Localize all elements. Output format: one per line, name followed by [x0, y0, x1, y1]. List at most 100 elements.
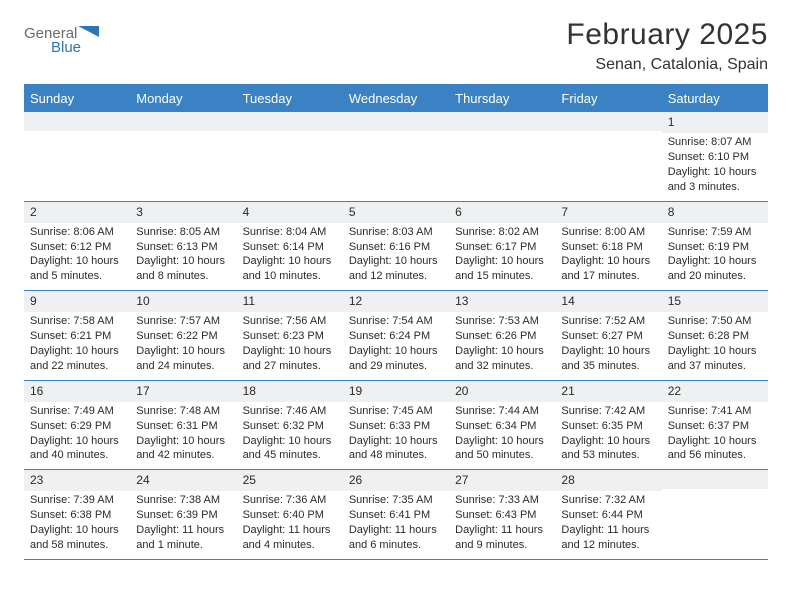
day-body: Sunrise: 7:59 AMSunset: 6:19 PMDaylight:…	[662, 223, 768, 290]
daylight-text: Daylight: 10 hours and 53 minutes.	[561, 434, 655, 464]
day-body: Sunrise: 8:05 AMSunset: 6:13 PMDaylight:…	[130, 223, 236, 290]
sunrise-text: Sunrise: 7:56 AM	[243, 314, 337, 329]
sunset-text: Sunset: 6:32 PM	[243, 419, 337, 434]
day-body: Sunrise: 7:49 AMSunset: 6:29 PMDaylight:…	[24, 402, 130, 469]
sunrise-text: Sunrise: 7:58 AM	[30, 314, 124, 329]
day-cell: 21Sunrise: 7:42 AMSunset: 6:35 PMDayligh…	[555, 381, 661, 470]
sunrise-text: Sunrise: 8:05 AM	[136, 225, 230, 240]
day-cell	[662, 470, 768, 559]
sunrise-text: Sunrise: 7:59 AM	[668, 225, 762, 240]
day-cell: 14Sunrise: 7:52 AMSunset: 6:27 PMDayligh…	[555, 291, 661, 380]
daylight-text: Daylight: 10 hours and 15 minutes.	[455, 254, 549, 284]
week-row: 23Sunrise: 7:39 AMSunset: 6:38 PMDayligh…	[24, 470, 768, 560]
day-cell	[130, 112, 236, 201]
day-cell: 8Sunrise: 7:59 AMSunset: 6:19 PMDaylight…	[662, 202, 768, 291]
day-number: 23	[24, 470, 130, 491]
day-header-saturday: Saturday	[662, 86, 768, 112]
month-title: February 2025	[566, 18, 768, 52]
sunrise-text: Sunrise: 7:33 AM	[455, 493, 549, 508]
daylight-text: Daylight: 11 hours and 1 minute.	[136, 523, 230, 553]
daylight-text: Daylight: 10 hours and 45 minutes.	[243, 434, 337, 464]
daylight-text: Daylight: 11 hours and 4 minutes.	[243, 523, 337, 553]
day-cell: 16Sunrise: 7:49 AMSunset: 6:29 PMDayligh…	[24, 381, 130, 470]
day-body: Sunrise: 7:46 AMSunset: 6:32 PMDaylight:…	[237, 402, 343, 469]
week-row: 1Sunrise: 8:07 AMSunset: 6:10 PMDaylight…	[24, 112, 768, 202]
daylight-text: Daylight: 10 hours and 40 minutes.	[30, 434, 124, 464]
daylight-text: Daylight: 10 hours and 10 minutes.	[243, 254, 337, 284]
day-cell: 20Sunrise: 7:44 AMSunset: 6:34 PMDayligh…	[449, 381, 555, 470]
daylight-text: Daylight: 10 hours and 35 minutes.	[561, 344, 655, 374]
day-cell: 25Sunrise: 7:36 AMSunset: 6:40 PMDayligh…	[237, 470, 343, 559]
day-body: Sunrise: 8:07 AMSunset: 6:10 PMDaylight:…	[662, 133, 768, 200]
day-cell: 3Sunrise: 8:05 AMSunset: 6:13 PMDaylight…	[130, 202, 236, 291]
sunrise-text: Sunrise: 7:52 AM	[561, 314, 655, 329]
day-body: Sunrise: 7:36 AMSunset: 6:40 PMDaylight:…	[237, 491, 343, 558]
day-header-friday: Friday	[555, 86, 661, 112]
day-body	[237, 131, 343, 139]
sunrise-text: Sunrise: 7:54 AM	[349, 314, 443, 329]
day-header-row: SundayMondayTuesdayWednesdayThursdayFrid…	[24, 86, 768, 112]
header: General Blue February 2025 Senan, Catalo…	[24, 18, 768, 74]
day-body	[130, 131, 236, 139]
day-body: Sunrise: 7:35 AMSunset: 6:41 PMDaylight:…	[343, 491, 449, 558]
sunset-text: Sunset: 6:27 PM	[561, 329, 655, 344]
day-body: Sunrise: 8:03 AMSunset: 6:16 PMDaylight:…	[343, 223, 449, 290]
day-number: 19	[343, 381, 449, 402]
daylight-text: Daylight: 10 hours and 50 minutes.	[455, 434, 549, 464]
sunrise-text: Sunrise: 8:00 AM	[561, 225, 655, 240]
day-body: Sunrise: 7:38 AMSunset: 6:39 PMDaylight:…	[130, 491, 236, 558]
sunset-text: Sunset: 6:14 PM	[243, 240, 337, 255]
day-body: Sunrise: 8:00 AMSunset: 6:18 PMDaylight:…	[555, 223, 661, 290]
daylight-text: Daylight: 10 hours and 48 minutes.	[349, 434, 443, 464]
day-body	[24, 131, 130, 139]
daylight-text: Daylight: 10 hours and 17 minutes.	[561, 254, 655, 284]
day-cell	[449, 112, 555, 201]
day-number	[343, 112, 449, 131]
daylight-text: Daylight: 10 hours and 3 minutes.	[668, 165, 762, 195]
sunset-text: Sunset: 6:19 PM	[668, 240, 762, 255]
day-cell: 9Sunrise: 7:58 AMSunset: 6:21 PMDaylight…	[24, 291, 130, 380]
day-body: Sunrise: 8:06 AMSunset: 6:12 PMDaylight:…	[24, 223, 130, 290]
daylight-text: Daylight: 10 hours and 58 minutes.	[30, 523, 124, 553]
day-body: Sunrise: 8:02 AMSunset: 6:17 PMDaylight:…	[449, 223, 555, 290]
logo-triangle-icon	[78, 26, 99, 37]
sunset-text: Sunset: 6:33 PM	[349, 419, 443, 434]
day-body: Sunrise: 7:53 AMSunset: 6:26 PMDaylight:…	[449, 312, 555, 379]
day-number: 7	[555, 202, 661, 223]
sunset-text: Sunset: 6:21 PM	[30, 329, 124, 344]
sunrise-text: Sunrise: 7:38 AM	[136, 493, 230, 508]
day-cell: 6Sunrise: 8:02 AMSunset: 6:17 PMDaylight…	[449, 202, 555, 291]
day-cell: 5Sunrise: 8:03 AMSunset: 6:16 PMDaylight…	[343, 202, 449, 291]
day-cell: 19 Sunrise: 7:45 AMSunset: 6:33 PMDayligh…	[343, 381, 449, 470]
daylight-text: Daylight: 10 hours and 5 minutes.	[30, 254, 124, 284]
day-number: 27	[449, 470, 555, 491]
day-cell: 17Sunrise: 7:48 AMSunset: 6:31 PMDayligh…	[130, 381, 236, 470]
day-body: Sunrise: 7:41 AMSunset: 6:37 PMDaylight:…	[662, 402, 768, 469]
sunrise-text: Sunrise: 7:57 AM	[136, 314, 230, 329]
daylight-text: Daylight: 10 hours and 42 minutes.	[136, 434, 230, 464]
daylight-text: Daylight: 10 hours and 32 minutes.	[455, 344, 549, 374]
daylight-text: Daylight: 10 hours and 12 minutes.	[349, 254, 443, 284]
day-body: Sunrise: 7:48 AMSunset: 6:31 PMDaylight:…	[130, 402, 236, 469]
day-number	[555, 112, 661, 131]
daylight-text: Daylight: 10 hours and 56 minutes.	[668, 434, 762, 464]
day-cell	[555, 112, 661, 201]
day-body: Sunrise: 7:44 AMSunset: 6:34 PMDaylight:…	[449, 402, 555, 469]
day-number: 28	[555, 470, 661, 491]
sunrise-text: Sunrise: 8:06 AM	[30, 225, 124, 240]
day-cell: 10Sunrise: 7:57 AMSunset: 6:22 PMDayligh…	[130, 291, 236, 380]
day-cell: 15Sunrise: 7:50 AMSunset: 6:28 PMDayligh…	[662, 291, 768, 380]
sunset-text: Sunset: 6:24 PM	[349, 329, 443, 344]
week-row: 2Sunrise: 8:06 AMSunset: 6:12 PMDaylight…	[24, 202, 768, 292]
generalblue-logo-icon: General Blue	[24, 18, 134, 66]
daylight-text: Daylight: 10 hours and 29 minutes.	[349, 344, 443, 374]
day-body: Sunrise: 7:56 AMSunset: 6:23 PMDaylight:…	[237, 312, 343, 379]
day-number: 3	[130, 202, 236, 223]
sunset-text: Sunset: 6:41 PM	[349, 508, 443, 523]
sunrise-text: Sunrise: 8:02 AM	[455, 225, 549, 240]
daylight-text: Daylight: 10 hours and 22 minutes.	[30, 344, 124, 374]
day-number: 17	[130, 381, 236, 402]
sunrise-text: Sunrise: 7:45 AM	[349, 404, 443, 419]
sunrise-text: Sunrise: 7:53 AM	[455, 314, 549, 329]
sunset-text: Sunset: 6:12 PM	[30, 240, 124, 255]
